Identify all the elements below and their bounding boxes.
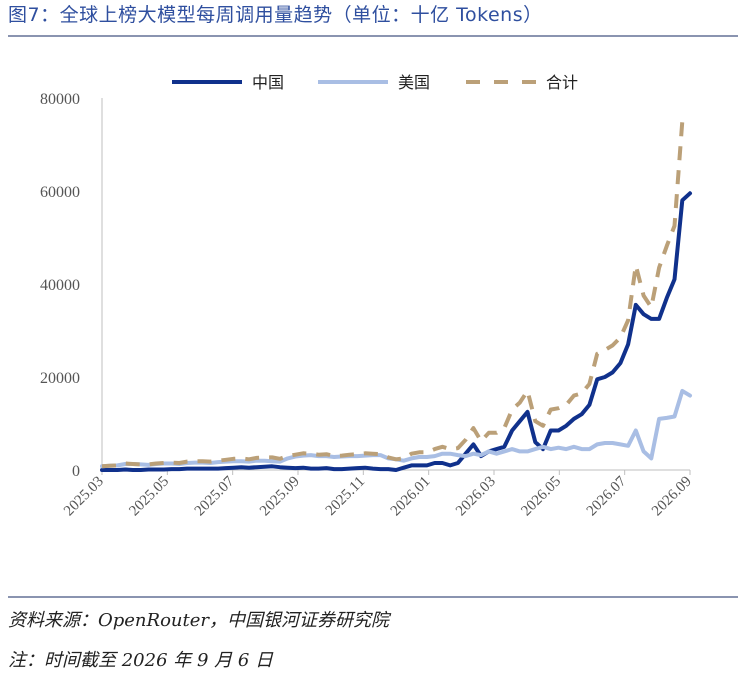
x-tick-label: 2025.07 bbox=[192, 473, 238, 519]
x-tick-label: 2026.07 bbox=[584, 473, 630, 519]
line-chart: 中国 美国 合计 0 20000 40000 60000 80000 2025.03 2025.… bbox=[40, 73, 695, 520]
y-tick-label: 40000 bbox=[40, 277, 80, 294]
y-tick-label: 80000 bbox=[40, 91, 80, 108]
x-tick-label: 2025.11 bbox=[323, 474, 368, 519]
y-tick-label: 60000 bbox=[40, 184, 80, 201]
chart-lines bbox=[100, 116, 692, 472]
x-tick-label: 2026.01 bbox=[388, 474, 434, 520]
source-note: 资料来源：OpenRouter，中国银河证券研究院 bbox=[8, 610, 389, 631]
series-line-2 bbox=[100, 388, 692, 469]
legend-label-3: 合计 bbox=[546, 73, 578, 92]
footer-divider bbox=[8, 596, 738, 598]
figure-title: 图7：全球上榜大模型每周调用量趋势（单位：十亿 Tokens） bbox=[8, 4, 543, 26]
series-line-3 bbox=[101, 116, 691, 469]
series-line-1 bbox=[100, 191, 692, 472]
y-tick-label: 20000 bbox=[40, 370, 80, 387]
title-divider bbox=[8, 35, 738, 37]
date-note: 注：时间截至 2026 年 9 月 6 日 bbox=[8, 650, 274, 671]
x-tick-label: 2025.05 bbox=[126, 474, 172, 520]
x-tick-label: 2026.05 bbox=[518, 474, 564, 520]
legend-label-1: 中国 bbox=[252, 73, 284, 92]
y-tick-label: 0 bbox=[72, 463, 80, 480]
x-tick-label: 2026.03 bbox=[453, 474, 499, 520]
legend-label-2: 美国 bbox=[398, 73, 430, 92]
x-tick-label: 2025.03 bbox=[61, 474, 107, 520]
x-tick-label: 2026.09 bbox=[649, 474, 695, 520]
chart-legend: 中国 美国 合计 bbox=[172, 73, 578, 92]
x-tick-label: 2025.09 bbox=[257, 474, 303, 520]
